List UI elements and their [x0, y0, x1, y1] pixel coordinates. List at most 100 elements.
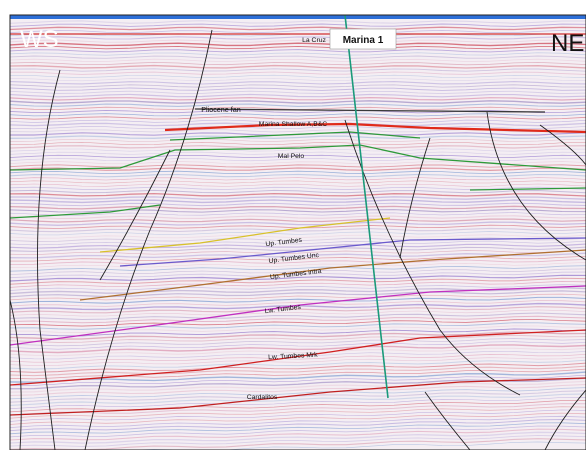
horizon-label-cardalitos: Cardalitos	[247, 394, 278, 401]
reflector-line	[10, 196, 586, 200]
reflector-line	[10, 387, 586, 400]
reflector-line	[10, 434, 586, 447]
reflector-line	[10, 49, 586, 53]
reflector-line	[130, 441, 586, 450]
reflector-line	[10, 68, 586, 72]
reflector-line	[10, 234, 586, 239]
reflector-line	[10, 284, 586, 291]
fault-line	[399, 137, 431, 259]
reflector-line	[10, 396, 586, 410]
reflector-line	[10, 78, 586, 82]
reflector-line	[10, 400, 586, 413]
fault-line	[84, 29, 213, 450]
reflector-line	[10, 274, 586, 282]
reflector-line	[10, 390, 586, 403]
reflector-line	[10, 45, 586, 50]
reflector-line	[10, 344, 586, 354]
reflector-line	[10, 353, 586, 363]
reflector-line	[10, 52, 586, 56]
reflector-line	[10, 167, 586, 171]
reflector-line	[10, 227, 586, 233]
reflector-line	[10, 144, 586, 149]
reflector-line	[10, 338, 586, 347]
reflector-line	[10, 64, 586, 69]
horizon-label-lw-tumbes: Lw. Tumbes	[264, 304, 301, 315]
reflector-line	[10, 148, 586, 152]
reflector-line	[10, 365, 586, 377]
reflector-line	[10, 26, 586, 31]
section-frame	[9, 14, 586, 450]
reflector-line	[10, 231, 586, 236]
reflector-line	[10, 109, 586, 114]
horizon-lines	[10, 33, 586, 416]
horizon-label-marina-shallow: Marina Shallow A,B&C	[259, 121, 327, 128]
reflector-line	[10, 170, 586, 175]
reflector-line	[10, 87, 586, 91]
reflector-line	[10, 126, 586, 130]
reflector-line	[10, 319, 586, 327]
reflector-line	[10, 258, 586, 265]
reflector-line	[10, 371, 586, 383]
horizon-line	[194, 108, 546, 113]
reflector-line	[10, 415, 586, 428]
reflector-line	[10, 362, 586, 373]
horizon-line	[164, 122, 586, 134]
horizon-line	[10, 285, 586, 346]
reflector-line	[10, 296, 586, 304]
reflector-line	[10, 192, 586, 197]
fault-line	[344, 119, 521, 396]
well-label: Marina 1	[343, 35, 384, 46]
reflector-line	[10, 81, 586, 85]
reflector-line	[10, 331, 586, 340]
reflector-line	[10, 158, 586, 162]
reflector-line	[10, 135, 586, 140]
reflector-line	[10, 403, 586, 416]
reflector-line	[10, 215, 586, 220]
fault-line	[486, 111, 586, 261]
reflector-line	[10, 74, 586, 78]
reflector-line	[10, 30, 586, 34]
reflector-line	[10, 113, 586, 117]
reflector-line	[10, 103, 586, 107]
horizon-label-pliocene-fan: Pliocene fan	[201, 105, 241, 114]
horizon-label-lw-tumbes-mrk: Lw. Tumbes Mrk	[268, 352, 318, 362]
reflector-line	[10, 431, 586, 444]
reflector-line	[10, 36, 586, 40]
reflector-line	[10, 347, 586, 357]
reflector-line	[10, 23, 586, 27]
reflector-line	[10, 100, 586, 104]
horizon-labels: La Cruz Pliocene fan Marina Shallow A,B&…	[201, 37, 327, 401]
reflector-line	[10, 393, 586, 406]
reflector-line	[10, 212, 586, 216]
reflector-line	[10, 271, 586, 279]
reflector-line	[10, 368, 586, 380]
fault-lines	[10, 29, 586, 450]
reflector-line	[10, 328, 586, 337]
reflector-line	[10, 293, 586, 301]
reflector-line	[10, 249, 586, 256]
reflector-line	[10, 151, 586, 155]
well-label-box: Marina 1	[329, 28, 397, 50]
reflector-line	[10, 419, 586, 432]
horizon-label-la-cruz: La Cruz	[302, 37, 326, 44]
reflector-line	[10, 183, 586, 187]
horizon-label-up-tumbes: Up. Tumbes	[265, 237, 303, 248]
reflector-line	[10, 334, 586, 343]
reflector-line	[10, 287, 586, 295]
reflector-line	[10, 380, 586, 393]
reflector-line	[10, 39, 586, 43]
reflector-line	[10, 237, 586, 242]
reflector-line	[10, 252, 586, 259]
reflector-line	[10, 262, 586, 269]
reflector-line	[10, 246, 586, 252]
fault-line	[544, 389, 586, 450]
reflector-line	[10, 189, 586, 194]
top-band	[10, 15, 586, 19]
fault-line	[10, 299, 22, 450]
reflector-line	[10, 55, 586, 59]
fault-line	[37, 69, 61, 450]
horizon-label-mal-pelo: Mal Pelo	[278, 153, 305, 160]
reflector-line	[10, 97, 586, 101]
